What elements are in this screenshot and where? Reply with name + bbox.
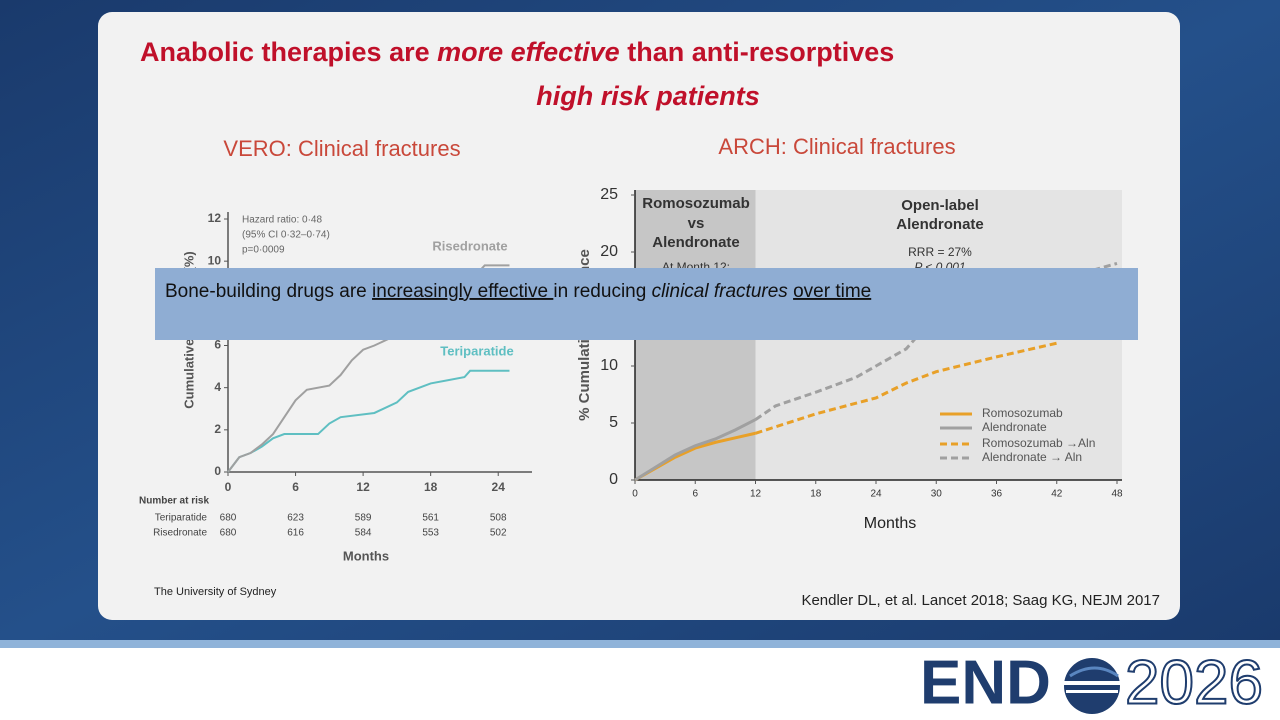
text-segment: increasingly effective [372, 281, 553, 302]
banner [155, 268, 1138, 340]
risk-row-name: Teriparatide [155, 513, 208, 524]
legend-label: Alendronate → Aln [982, 450, 1082, 464]
risk-value: 589 [355, 513, 372, 524]
logo-suffix: 2026 [1125, 648, 1263, 717]
y-tick-label: 5 [609, 414, 618, 431]
x-axis-title: Months [343, 548, 389, 563]
x-tick-label: 36 [991, 489, 1003, 500]
chart-title: VERO: Clinical fractures [223, 136, 460, 161]
x-tick-label: 12 [750, 489, 762, 500]
y-tick-label: 10 [600, 357, 618, 374]
y-tick-label: 25 [600, 186, 618, 203]
y-tick-label: 20 [600, 243, 618, 260]
risk-value: 680 [220, 528, 237, 539]
panel-text: Alendronate [896, 216, 984, 233]
x-tick-label: 6 [292, 480, 299, 494]
risk-value: 561 [422, 513, 439, 524]
legend-label: Romosozumab →Aln [982, 436, 1095, 450]
text-segment: in reducing [553, 281, 651, 302]
x-tick-label: 42 [1051, 489, 1063, 500]
risk-value: 508 [490, 513, 507, 524]
x-tick-label: 12 [356, 480, 370, 494]
series-line [754, 261, 1118, 421]
risk-table-title: Number at risk [139, 496, 209, 507]
text-segment: clinical fractures [652, 281, 789, 302]
series-line [755, 341, 1058, 435]
risk-value: 584 [355, 528, 372, 539]
panel-text: Open-label [901, 197, 979, 214]
annotation: (95% CI 0·32–0·74) [242, 230, 330, 241]
risk-value: 502 [490, 528, 507, 539]
x-axis-title: Months [864, 515, 916, 532]
x-tick-label: 24 [870, 489, 882, 500]
stripe [0, 640, 1280, 648]
source-left: The University of Sydney [154, 586, 277, 598]
text-segment: Anabolic therapies are [140, 37, 437, 67]
text-segment: more effective [437, 37, 620, 67]
slide-subtitle: high risk patients [536, 81, 760, 111]
y-tick-label: 10 [208, 253, 222, 267]
text-segment: Bone-building drugs are [165, 281, 372, 302]
x-tick-label: 0 [225, 480, 232, 494]
y-tick-label: 6 [214, 338, 221, 352]
banner-text: Bone-building drugs are increasingly eff… [165, 281, 871, 302]
x-tick-label: 24 [492, 480, 506, 494]
x-tick-label: 18 [424, 480, 438, 494]
risk-row-name: Risedronate [153, 528, 207, 539]
panel-text: Romosozumab [642, 195, 750, 212]
risk-value: 680 [220, 513, 237, 524]
annotation: Hazard ratio: 0·48 [242, 215, 322, 226]
x-tick-label: 48 [1111, 489, 1123, 500]
y-tick-label: 12 [208, 211, 222, 225]
annotation: p=0·0009 [242, 245, 285, 256]
y-tick-label: 4 [214, 380, 221, 394]
panel-text: Alendronate [652, 234, 740, 251]
x-tick-label: 30 [931, 489, 943, 500]
y-tick-label: 0 [609, 471, 618, 488]
x-tick-label: 18 [810, 489, 822, 500]
panel-text: vs [688, 215, 705, 232]
x-tick-label: 0 [632, 489, 638, 500]
text-segment: than anti-resorptives [620, 37, 895, 67]
legend-label: Alendronate [982, 420, 1047, 434]
y-tick-label: 0 [214, 464, 221, 478]
text-segment: over time [793, 281, 871, 302]
slide-title: Anabolic therapies are more effective th… [140, 37, 894, 67]
panel-text: RRR = 27% [908, 245, 972, 259]
y-tick-label: 2 [214, 422, 221, 436]
series-label: Teriparatide [440, 343, 513, 358]
risk-value: 553 [422, 528, 439, 539]
risk-value: 623 [287, 513, 304, 524]
chart-title: ARCH: Clinical fractures [718, 134, 955, 159]
x-tick-label: 6 [692, 489, 698, 500]
logo-prefix: END [920, 648, 1051, 717]
series-line [634, 418, 757, 482]
legend-label: Romosozumab [982, 406, 1063, 420]
risk-value: 616 [287, 528, 304, 539]
source-right: Kendler DL, et al. Lancet 2018; Saag KG,… [801, 592, 1160, 609]
logo-globe [1064, 658, 1120, 714]
series-label: Risedronate [432, 238, 507, 253]
